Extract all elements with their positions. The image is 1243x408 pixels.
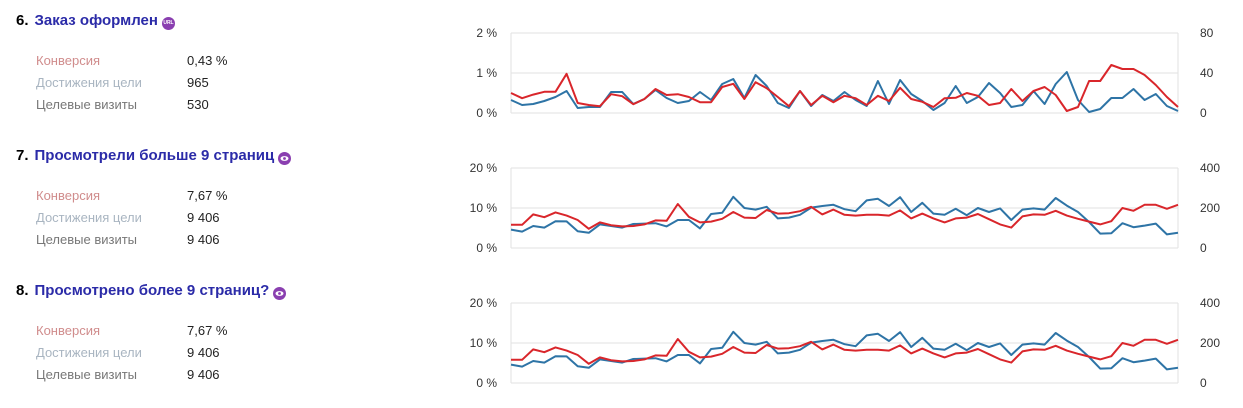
goal-name-link[interactable]: Заказ оформлен [34,12,158,29]
left-tick-label: 1 % [476,66,497,80]
visits-series-line [510,330,1179,371]
right-tick-label: 0 [1200,106,1207,120]
goal-chart: 0 % 0 10 % 200 20 % 400 [470,161,1221,255]
visits-series-line [510,71,1179,113]
goal-chart: 0 % 0 1 % 40 2 % 80 [476,26,1214,120]
metric-label: Конверсия [36,53,101,68]
visits-series-line [510,195,1179,236]
metric-label: Целевые визиты [36,97,138,112]
goal-chart: 0 % 0 10 % 200 20 % 400 [470,296,1221,390]
right-tick-label: 0 [1200,376,1207,390]
metric-value: 7,67 % [187,323,228,338]
metric-value: 9 406 [187,367,220,382]
right-tick-label: 400 [1200,161,1220,175]
right-tick-label: 400 [1200,296,1220,310]
eye-icon [278,152,292,165]
goal-number: 8. [16,282,29,299]
metric-value: 9 406 [187,210,220,225]
left-tick-label: 20 % [470,161,498,175]
goal-title: 7. Просмотрели больше 9 страниц [16,147,292,165]
metric-label: Достижения цели [36,345,142,360]
metric-value: 7,67 % [187,188,228,203]
metric-label: Конверсия [36,323,101,338]
url-icon: URL [161,17,175,30]
metric-value: 965 [187,75,209,90]
metric-label: Целевые визиты [36,232,138,247]
metric-value: 530 [187,97,209,112]
left-tick-label: 10 % [470,336,498,350]
right-tick-label: 80 [1200,26,1214,40]
metric-value: 9 406 [187,232,220,247]
goal-title: 8. Просмотрено более 9 страниц? [16,282,287,300]
goal-title: 6. Заказ оформлен URL [16,12,175,30]
conversion-series-line [511,338,1179,365]
goal-number: 6. [16,12,29,29]
conversion-series-line [511,203,1179,230]
left-tick-label: 0 % [476,241,497,255]
goal-name-link[interactable]: Просмотрено более 9 страниц? [34,282,270,299]
metric-value: 9 406 [187,345,220,360]
left-tick-label: 2 % [476,26,497,40]
metric-label: Конверсия [36,188,101,203]
goal-name-link[interactable]: Просмотрели больше 9 страниц [34,147,275,164]
goal-block: 6. Заказ оформлен URL Конверсия 0,43 % Достиж… [0,0,1243,135]
right-tick-label: 0 [1200,241,1207,255]
metric-label: Достижения цели [36,75,142,90]
metric-value: 0,43 % [187,53,228,68]
right-tick-label: 200 [1200,201,1220,215]
goal-block: 8. Просмотрено более 9 страниц? Конверсия 7… [0,270,1243,405]
right-tick-label: 200 [1200,336,1220,350]
left-tick-label: 0 % [476,106,497,120]
metric-label: Достижения цели [36,210,142,225]
metric-label: Целевые визиты [36,367,138,382]
left-tick-label: 10 % [470,201,498,215]
right-tick-label: 40 [1200,66,1214,80]
goal-number: 7. [16,147,29,164]
left-tick-label: 0 % [476,376,497,390]
left-tick-label: 20 % [470,296,498,310]
goal-block: 7. Просмотрели больше 9 страниц Конверсия 7… [0,135,1243,270]
conversion-series-line [510,64,1179,112]
eye-icon [273,287,287,300]
